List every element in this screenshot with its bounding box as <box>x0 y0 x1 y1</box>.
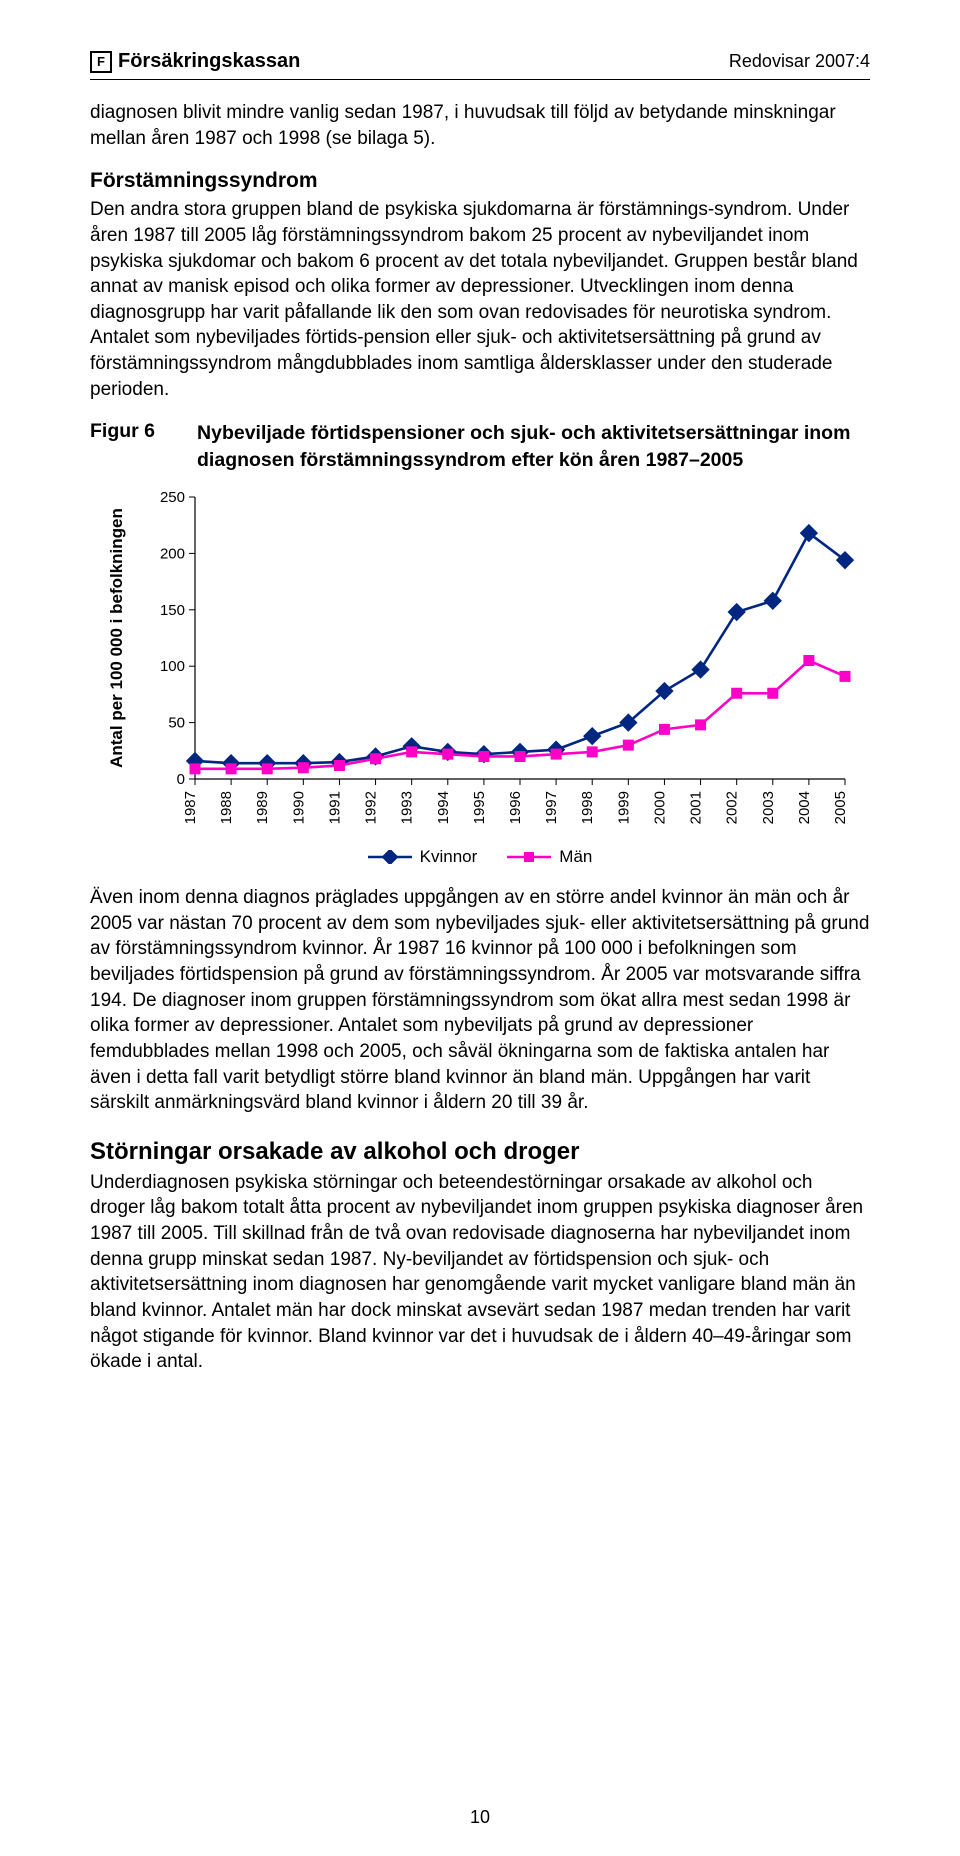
org-name: Försäkringskassan <box>118 50 300 73</box>
chart-legend: Kvinnor Män <box>90 847 870 867</box>
legend-man-marker <box>507 856 551 858</box>
report-tag: Redovisar 2007:4 <box>729 51 870 72</box>
svg-text:100: 100 <box>160 658 185 675</box>
svg-text:1992: 1992 <box>363 791 380 824</box>
svg-text:1999: 1999 <box>615 791 632 824</box>
org-logo: F Försäkringskassan <box>90 50 300 73</box>
svg-text:1993: 1993 <box>399 791 416 824</box>
logo-person-icon: F <box>90 51 112 73</box>
svg-text:2001: 2001 <box>688 791 705 824</box>
svg-text:2000: 2000 <box>651 791 668 824</box>
svg-text:150: 150 <box>160 602 185 619</box>
figure-label: Figur 6 <box>90 420 155 473</box>
svg-text:250: 250 <box>160 489 185 506</box>
intro-paragraph: diagnosen blivit mindre vanlig sedan 198… <box>90 100 870 151</box>
legend-man: Män <box>507 847 592 867</box>
legend-kvinnor-label: Kvinnor <box>420 847 478 867</box>
after-chart-paragraph: Även inom denna diagnos präglades uppgån… <box>90 885 870 1116</box>
svg-text:1990: 1990 <box>290 791 307 824</box>
svg-text:1987: 1987 <box>182 791 199 824</box>
legend-kvinnor-marker <box>368 856 412 858</box>
header-divider <box>90 79 870 80</box>
svg-text:200: 200 <box>160 545 185 562</box>
svg-text:2004: 2004 <box>796 791 813 824</box>
svg-text:50: 50 <box>168 715 185 732</box>
section-heading-alkohol: Störningar orsakade av alkohol och droge… <box>90 1138 870 1166</box>
figure-caption-text: Nybeviljade förtidspensioner och sjuk- o… <box>197 420 870 473</box>
svg-text:1997: 1997 <box>543 791 560 824</box>
svg-text:0: 0 <box>177 771 185 788</box>
svg-text:1989: 1989 <box>254 791 271 824</box>
svg-text:Antal per 100 000 i befolkning: Antal per 100 000 i befolkningen <box>107 508 126 768</box>
figure-caption: Figur 6 Nybeviljade förtidspensioner och… <box>90 420 870 473</box>
forstamning-paragraph: Den andra stora gruppen bland de psykisk… <box>90 197 870 402</box>
svg-text:1998: 1998 <box>579 791 596 824</box>
svg-text:1996: 1996 <box>507 791 524 824</box>
svg-text:1994: 1994 <box>435 791 452 824</box>
legend-kvinnor: Kvinnor <box>368 847 478 867</box>
svg-text:1988: 1988 <box>218 791 235 824</box>
svg-text:1995: 1995 <box>471 791 488 824</box>
alkohol-paragraph: Underdiagnosen psykiska störningar och b… <box>90 1170 870 1375</box>
line-chart: 0 50 100 150 200 250 1987 1988 1989 1990 1991 1992 1… <box>100 489 860 839</box>
svg-text:2002: 2002 <box>724 791 741 824</box>
chart-container: 0 50 100 150 200 250 1987 1988 1989 1990 1991 1992 1… <box>100 489 860 839</box>
svg-text:1991: 1991 <box>326 791 343 824</box>
page-number: 10 <box>0 1807 960 1828</box>
page-header: F Försäkringskassan Redovisar 2007:4 <box>90 50 870 73</box>
legend-man-label: Män <box>559 847 592 867</box>
section-heading-forstamning: Förstämningssyndrom <box>90 169 870 193</box>
svg-text:2003: 2003 <box>760 791 777 824</box>
svg-text:2005: 2005 <box>832 791 849 824</box>
